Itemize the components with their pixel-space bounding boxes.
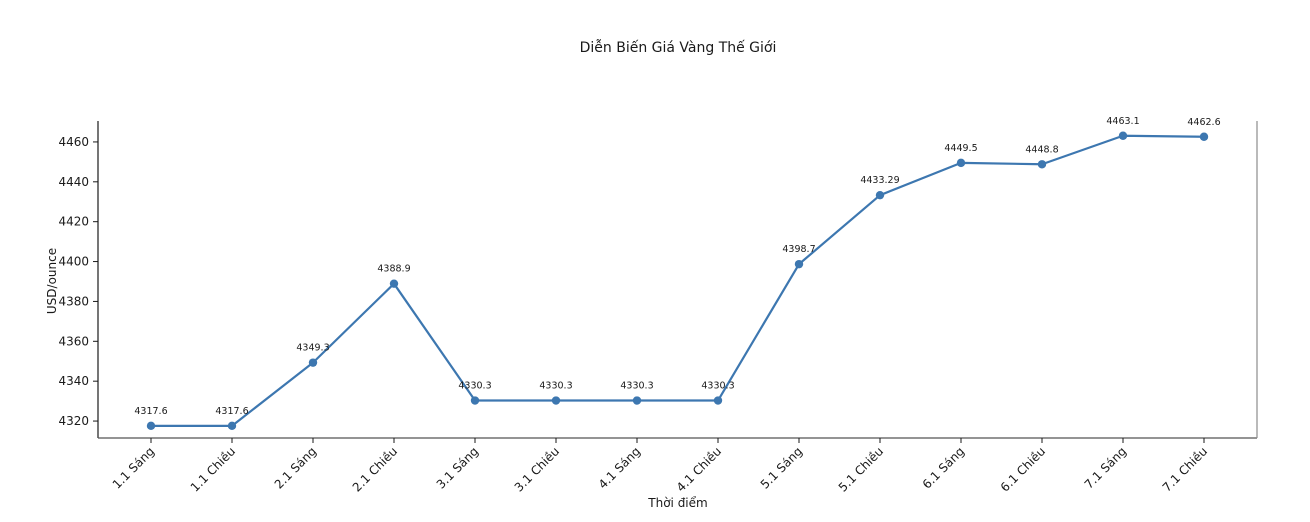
y-ticks: 4320 4340 4360 4380 4400 4420 4440 4460 xyxy=(58,135,98,428)
data-point-marker xyxy=(308,358,318,367)
y-tick-label: 4400 xyxy=(58,255,89,269)
data-point-label: 4462.6 xyxy=(1187,117,1220,128)
data-series xyxy=(146,131,1209,431)
data-point-label: 4448.8 xyxy=(1025,144,1058,155)
data-point-label: 4330.3 xyxy=(539,381,572,392)
x-tick-label: 6.1 Chiều xyxy=(998,444,1048,494)
data-point-label: 4330.3 xyxy=(701,381,734,392)
data-point-marker xyxy=(1037,160,1047,169)
x-tick-label: 1.1 Chiều xyxy=(188,444,238,494)
y-tick-label: 4320 xyxy=(58,414,89,428)
x-tick-label: 5.1 Sáng xyxy=(758,444,805,491)
data-point-marker xyxy=(713,396,723,405)
data-point-label: 4330.3 xyxy=(620,381,653,392)
chart-title: Diễn Biến Giá Vàng Thế Giới xyxy=(580,39,777,56)
data-point-labels: 4317.6 4317.6 4349.3 4388.9 4330.3 4330.3 4330… xyxy=(134,116,1220,417)
data-point-label: 4330.3 xyxy=(458,381,491,392)
x-tick-label: 4.1 Chiều xyxy=(674,444,724,494)
x-tick-label: 2.1 Sáng xyxy=(272,444,319,491)
data-point-label: 4433.29 xyxy=(860,175,899,186)
x-axis-label: Thời điểm xyxy=(647,496,707,510)
y-tick-label: 4460 xyxy=(58,135,89,149)
y-tick-label: 4380 xyxy=(58,294,89,308)
data-point-marker xyxy=(956,158,966,168)
data-point-label: 4449.5 xyxy=(944,143,977,154)
data-point-marker xyxy=(794,259,804,269)
x-tick-label: 6.1 Sáng xyxy=(920,444,967,491)
x-tick-label: 1.1 Sáng xyxy=(110,444,157,491)
y-tick-label: 4440 xyxy=(58,175,89,189)
data-point-marker xyxy=(551,396,561,405)
x-tick-label: 3.1 Sáng xyxy=(434,444,481,491)
data-point-marker xyxy=(1118,131,1128,140)
data-point-marker xyxy=(146,421,156,431)
y-tick-label: 4420 xyxy=(58,215,89,229)
x-tick-label: 7.1 Chiều xyxy=(1160,444,1210,494)
x-tick-label: 2.1 Chiều xyxy=(350,444,400,494)
data-point-label: 4349.3 xyxy=(296,343,329,354)
data-point-marker xyxy=(1199,132,1209,141)
data-point-marker xyxy=(875,190,885,200)
x-tick-label: 3.1 Chiều xyxy=(512,444,562,494)
data-point-label: 4398.7 xyxy=(782,244,815,255)
data-point-label: 4388.9 xyxy=(377,264,410,275)
data-point-marker xyxy=(632,396,642,405)
y-tick-label: 4340 xyxy=(58,374,89,388)
data-point-label: 4317.6 xyxy=(215,406,248,417)
series-line xyxy=(151,134,1205,427)
plot-area: 4320 4340 4360 4380 4400 4420 4440 4460 1.1 Sán… xyxy=(58,116,1258,495)
data-point-marker xyxy=(227,421,237,431)
x-tick-label: 4.1 Sáng xyxy=(596,444,643,491)
data-point-marker xyxy=(470,396,480,405)
y-axis-label: USD/ounce xyxy=(45,248,59,314)
x-tick-label: 7.1 Sáng xyxy=(1082,444,1129,491)
x-ticks: 1.1 Sáng 1.1 Chiều 2.1 Sáng 2.1 Chiều 3.1 Sá… xyxy=(110,438,1210,495)
data-point-label: 4463.1 xyxy=(1106,116,1139,127)
y-tick-label: 4360 xyxy=(58,334,89,348)
data-point-marker xyxy=(389,279,399,288)
x-tick-label: 5.1 Chiều xyxy=(836,444,886,494)
data-point-label: 4317.6 xyxy=(134,406,167,417)
